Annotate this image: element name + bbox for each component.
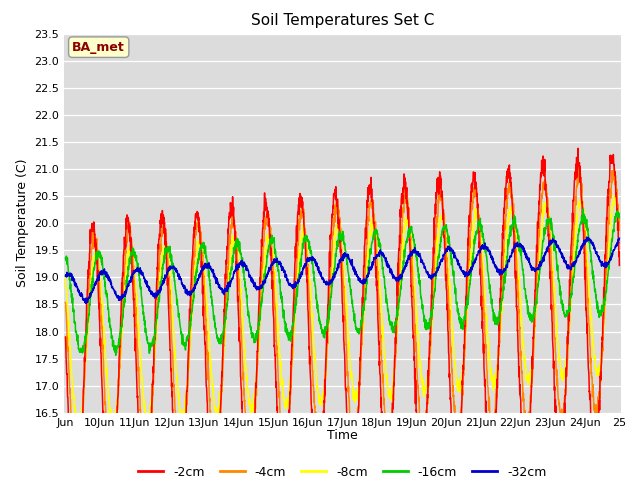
Line: -16cm: -16cm <box>65 209 620 355</box>
-32cm <box>616 235 623 241</box>
-32cm <box>509 249 517 255</box>
-16cm <box>237 251 244 257</box>
-2cm <box>237 373 244 379</box>
-8cm <box>376 284 383 290</box>
-8cm <box>608 215 616 220</box>
-16cm <box>616 215 623 221</box>
-4cm <box>616 228 623 233</box>
-32cm <box>117 297 125 303</box>
-32cm <box>608 254 616 260</box>
-16cm <box>117 328 125 334</box>
-16cm <box>541 228 548 234</box>
Line: -8cm: -8cm <box>65 195 620 433</box>
-2cm <box>117 312 125 318</box>
-4cm <box>376 315 383 321</box>
-16cm <box>112 352 120 358</box>
-16cm <box>61 255 69 261</box>
Legend: -2cm, -4cm, -8cm, -16cm, -32cm: -2cm, -4cm, -8cm, -16cm, -32cm <box>133 461 552 480</box>
-2cm <box>376 371 383 376</box>
-16cm <box>376 240 383 246</box>
-32cm <box>237 261 244 267</box>
Line: -32cm: -32cm <box>65 237 620 303</box>
-32cm <box>541 253 548 259</box>
Y-axis label: Soil Temperature (C): Soil Temperature (C) <box>16 159 29 288</box>
-2cm <box>541 168 548 174</box>
-4cm <box>608 177 616 182</box>
-8cm <box>541 205 548 211</box>
-16cm <box>608 239 616 244</box>
-8cm <box>612 192 620 198</box>
Line: -4cm: -4cm <box>65 166 620 480</box>
-4cm <box>509 212 517 218</box>
-8cm <box>75 431 83 436</box>
-2cm <box>509 214 517 219</box>
-16cm <box>509 217 517 223</box>
-8cm <box>117 350 125 356</box>
-32cm <box>82 300 90 306</box>
-4cm <box>237 315 244 321</box>
-4cm <box>610 163 618 169</box>
-2cm <box>616 263 623 268</box>
-2cm <box>574 145 582 151</box>
-8cm <box>509 212 517 217</box>
Title: Soil Temperatures Set C: Soil Temperatures Set C <box>251 13 434 28</box>
-32cm <box>376 251 383 257</box>
-4cm <box>541 181 548 187</box>
-8cm <box>616 222 623 228</box>
-32cm <box>61 273 69 279</box>
-2cm <box>61 334 69 340</box>
-8cm <box>237 289 244 295</box>
-4cm <box>61 300 69 305</box>
-8cm <box>61 275 69 280</box>
Line: -2cm: -2cm <box>65 148 620 480</box>
-32cm <box>584 234 592 240</box>
Text: BA_met: BA_met <box>72 41 125 54</box>
-16cm <box>579 206 587 212</box>
-4cm <box>117 335 125 341</box>
-2cm <box>608 159 616 165</box>
X-axis label: Time: Time <box>327 429 358 442</box>
